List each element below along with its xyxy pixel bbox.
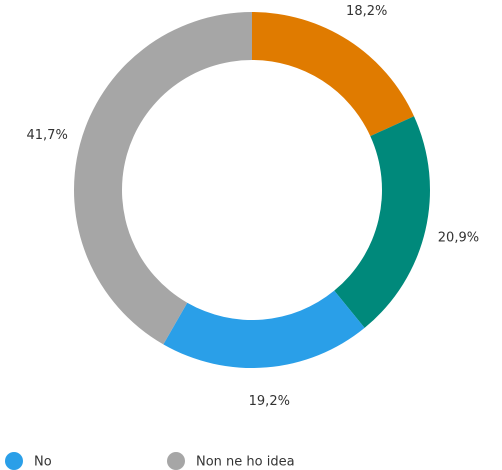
slice-label: 19,2%: [249, 394, 290, 409]
donut-slice: [163, 290, 365, 368]
donut-slice: [252, 12, 414, 137]
donut-slice: [334, 116, 431, 328]
slice-label: 18,2%: [346, 4, 387, 19]
slice-label: 41,7%: [27, 128, 68, 143]
legend-label: Non ne ho idea: [196, 455, 295, 470]
donut-slice: [73, 12, 253, 345]
slice-label: 20,9%: [438, 231, 479, 246]
legend-label: No: [34, 455, 52, 470]
legend-swatch: [5, 452, 23, 470]
legend-swatch: [167, 452, 185, 470]
